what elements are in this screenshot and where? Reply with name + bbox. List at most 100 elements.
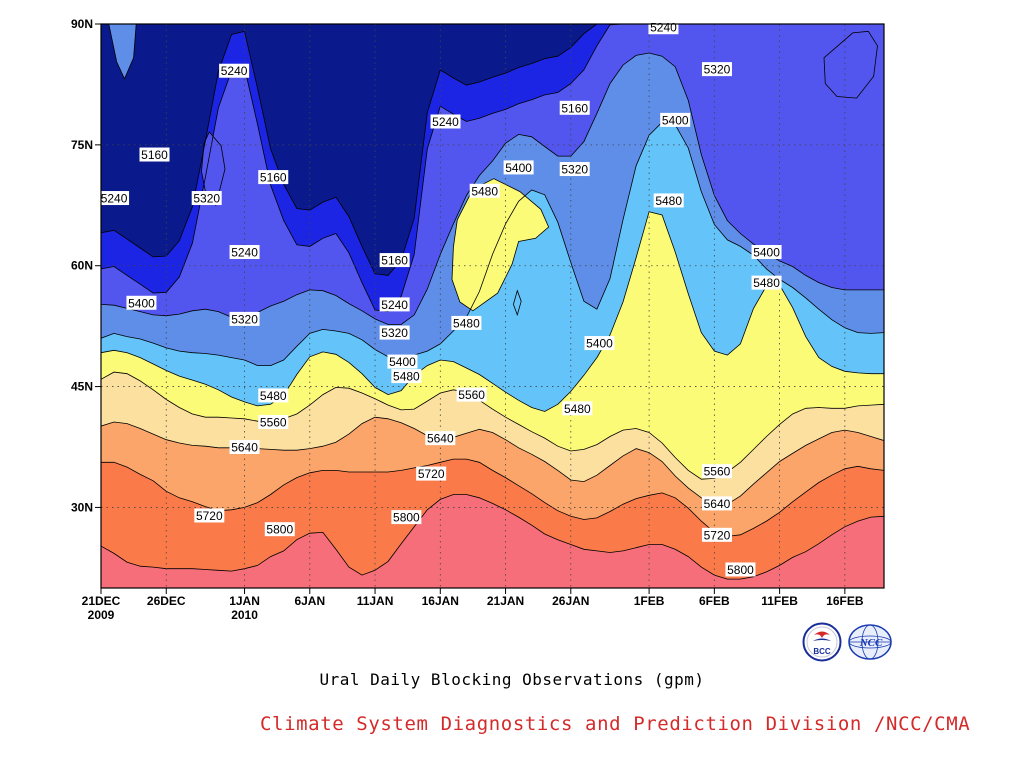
contour-label-bg-3 <box>194 508 225 523</box>
contour-label-text-32: 5240 <box>231 246 258 260</box>
contour-label-text-11: 5560 <box>704 465 731 479</box>
contour-line-5480 <box>101 211 884 412</box>
contour-label-text-14: 5480 <box>564 402 591 416</box>
contour-label-text-26: 5320 <box>231 312 258 326</box>
contour-label-29: 5320 <box>701 62 732 77</box>
bcc-logo-text: BCC <box>813 647 831 656</box>
x-tick-label-10: 11FEB <box>761 594 798 608</box>
contour-label-bg-23 <box>660 112 691 127</box>
contour-label-23: 5400 <box>660 112 691 127</box>
contour-label-24: 5400 <box>751 245 782 260</box>
contour-label-bg-37 <box>258 170 289 185</box>
plot-frame <box>100 23 885 589</box>
contour-label-text-8: 5640 <box>704 497 731 511</box>
contour-label-text-7: 5640 <box>427 432 454 446</box>
closed-contour-1 <box>108 24 137 80</box>
contour-label-0: 5800 <box>391 510 422 525</box>
contour-label-2: 5800 <box>725 562 756 577</box>
contour-label-text-9: 5560 <box>260 416 287 430</box>
contour-label-8: 5640 <box>701 496 732 511</box>
contour-label-20: 5400 <box>387 354 418 369</box>
contour-line-5160 <box>101 24 884 276</box>
contour-label-18: 5480 <box>751 275 782 290</box>
contour-label-bg-19 <box>126 295 157 310</box>
contour-label-bg-4 <box>416 466 447 481</box>
contour-label-text-39: 5160 <box>561 101 588 115</box>
contour-label-28: 5320 <box>559 162 590 177</box>
contour-label-text-6: 5640 <box>231 441 258 455</box>
contour-label-bg-14 <box>562 401 593 416</box>
contour-label-26: 5320 <box>229 311 260 326</box>
contour-label-text-1: 5800 <box>266 523 293 537</box>
contour-label-text-0: 5800 <box>393 511 420 525</box>
contour-label-text-22: 5400 <box>586 337 613 351</box>
contour-label-25: 5320 <box>191 191 222 206</box>
contour-label-bg-5 <box>701 527 732 542</box>
contour-label-text-17: 5480 <box>655 194 682 208</box>
contour-label-bg-26 <box>229 311 260 326</box>
contour-label-bg-33 <box>379 297 410 312</box>
contour-label-3: 5720 <box>194 508 225 523</box>
contour-label-text-20: 5400 <box>389 355 416 369</box>
contour-label-10: 5560 <box>456 387 487 402</box>
contour-label-39: 5160 <box>559 100 590 115</box>
contour-label-7: 5640 <box>425 431 456 446</box>
contour-label-text-30: 5240 <box>221 64 248 78</box>
contour-label-bg-28 <box>559 162 590 177</box>
contour-label-text-18: 5480 <box>753 276 780 290</box>
contour-label-text-34: 5240 <box>432 115 459 129</box>
contour-label-bg-21 <box>503 160 534 175</box>
contour-label-text-16: 5480 <box>471 184 498 198</box>
y-tick-label-0: 90N <box>71 17 93 31</box>
y-tick-label-1: 75N <box>71 138 93 152</box>
x-tick-label-1: 26DEC <box>147 594 186 608</box>
contour-label-bg-10 <box>456 387 487 402</box>
contour-label-bg-17 <box>653 193 684 208</box>
contour-label-bg-39 <box>559 100 590 115</box>
contour-label-text-19: 5400 <box>128 296 155 310</box>
contour-label-5: 5720 <box>701 527 732 542</box>
contour-label-text-36: 5160 <box>141 148 168 162</box>
contour-label-text-21: 5400 <box>505 161 532 175</box>
contour-line-5560 <box>101 371 884 480</box>
contour-label-38: 5160 <box>379 253 410 268</box>
contour-label-bg-20 <box>387 354 418 369</box>
contour-label-21: 5400 <box>503 160 534 175</box>
contour-label-bg-22 <box>584 336 615 351</box>
contour-label-text-12: 5480 <box>260 389 287 403</box>
contour-label-text-31: 5240 <box>101 192 128 206</box>
contour-label-text-5: 5720 <box>704 528 731 542</box>
contour-label-33: 5240 <box>379 297 410 312</box>
contour-labels: 5800580058005720572057205640564056405560… <box>99 20 782 577</box>
x-tick-label-4: 11JAN <box>357 594 394 608</box>
contour-label-bg-2 <box>725 562 756 577</box>
contour-label-bg-38 <box>379 253 410 268</box>
x-tick-label-3: 6JAN <box>294 594 325 608</box>
contour-label-bg-7 <box>425 431 456 446</box>
y-tick-label-2: 60N <box>71 259 93 273</box>
contour-label-31: 5240 <box>99 191 130 206</box>
contour-label-4: 5720 <box>416 466 447 481</box>
contour-label-bg-1 <box>264 522 295 537</box>
contour-label-bg-9 <box>258 415 289 430</box>
grid <box>101 24 884 588</box>
contour-label-text-37: 5160 <box>260 171 287 185</box>
x-tick-label-8: 1FEB <box>634 594 665 608</box>
contour-label-text-33: 5240 <box>381 298 408 312</box>
contour-line-5800 <box>101 494 884 580</box>
contour-label-text-4: 5720 <box>418 467 445 481</box>
contour-label-text-24: 5400 <box>753 246 780 260</box>
contour-label-bg-15 <box>451 315 482 330</box>
x-tick-label-7: 26JAN <box>552 594 589 608</box>
band-fill-5800 <box>101 494 884 588</box>
contour-label-bg-27 <box>379 325 410 340</box>
contour-label-text-15: 5480 <box>453 316 480 330</box>
contour-label-15: 5480 <box>451 315 482 330</box>
contour-label-bg-34 <box>430 114 461 129</box>
contour-label-text-23: 5400 <box>662 113 689 127</box>
contour-label-17: 5480 <box>653 193 684 208</box>
contour-label-bg-13 <box>391 369 422 384</box>
contour-label-bg-24 <box>751 245 782 260</box>
